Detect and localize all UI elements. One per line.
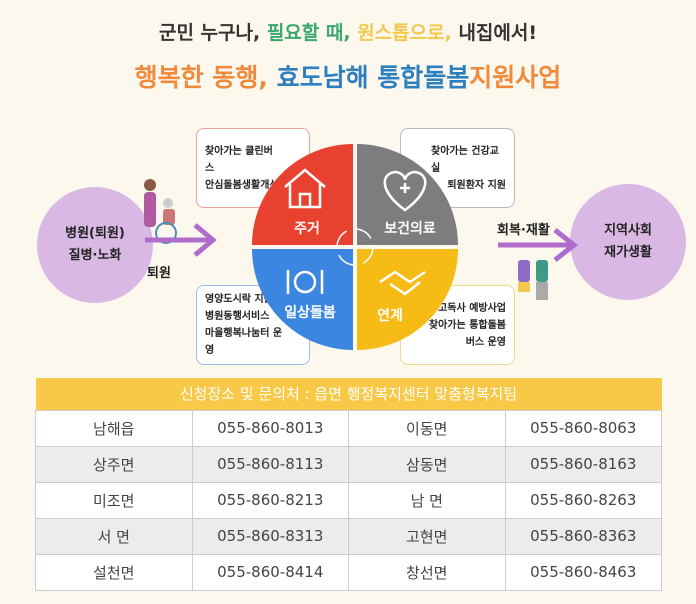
subtitle: 군민 누구나, 필요할 때, 원스톱으로, 내집에서! bbox=[0, 18, 696, 45]
title-part: 지원사업 bbox=[469, 63, 562, 92]
phone-number: 055-860-8163 bbox=[504, 445, 662, 483]
exercising-people-icon bbox=[518, 260, 548, 300]
circle-text: 병원(퇴원) bbox=[65, 226, 125, 241]
subtitle-part: 내집에서! bbox=[458, 22, 538, 44]
phone-number: 055-860-8414 bbox=[191, 553, 349, 591]
district-name: 남 면 bbox=[348, 481, 506, 519]
service-item: 영양도시락 지원 bbox=[205, 294, 273, 305]
district-name: 고현면 bbox=[348, 517, 506, 555]
care-quadrant-chart bbox=[252, 144, 458, 350]
table-row: 서 면 055-860-8313 고현면 055-860-8363 bbox=[35, 517, 662, 555]
community-circle: 지역사회 재가생활 bbox=[570, 184, 686, 300]
table-row: 미조면 055-860-8213 남 면 055-860-8263 bbox=[35, 481, 662, 519]
quadrant-label: 일상돌봄 bbox=[284, 305, 336, 321]
table-row: 설천면 055-860-8414 창선면 055-860-8463 bbox=[35, 553, 662, 591]
arrow-right-icon bbox=[498, 228, 579, 262]
district-name: 미조면 bbox=[35, 481, 193, 519]
service-item: 퇴원환자 지원 bbox=[447, 179, 506, 191]
table-header: 신청장소 및 문의처 : 읍면 행정복지센터 맞춤형복지팀 bbox=[35, 378, 662, 410]
health-quadrant bbox=[357, 144, 458, 245]
service-item: 병원동행서비스 bbox=[205, 311, 270, 322]
subtitle-part: 원스톱으로, bbox=[357, 22, 459, 44]
service-item: 마을행복나눔터 운영 bbox=[205, 328, 283, 356]
house-icon bbox=[284, 168, 326, 209]
page-title: 행복한 동행, 효도남해 통합돌봄지원사업 bbox=[0, 58, 696, 94]
circle-text: 지역사회 bbox=[604, 223, 652, 238]
district-name: 설천면 bbox=[35, 553, 193, 591]
subtitle-part: 필요할 때, bbox=[266, 22, 358, 44]
table-row: 남해읍 055-860-8013 이동면 055-860-8063 bbox=[35, 409, 662, 447]
service-item: 고독사 예방사업 bbox=[438, 302, 506, 314]
district-name: 상주면 bbox=[35, 445, 193, 483]
phone-number: 055-860-8363 bbox=[504, 517, 662, 555]
district-name: 삼동면 bbox=[348, 445, 506, 483]
phone-number: 055-860-8463 bbox=[504, 553, 662, 591]
title-part: 효도남해 통합돌봄 bbox=[276, 63, 470, 92]
district-name: 창선면 bbox=[348, 553, 506, 591]
service-item: 찾아가는 클린버스 bbox=[205, 145, 273, 174]
hospital-circle: 병원(퇴원) 질병·노화 bbox=[37, 187, 153, 303]
district-name: 서 면 bbox=[35, 517, 193, 555]
service-item: 안심돌봄생활개선 bbox=[205, 179, 279, 191]
arrow-right-icon bbox=[145, 223, 217, 257]
service-item: 찾아가는 건강교실 bbox=[431, 145, 499, 174]
quadrant-label: 주거 bbox=[294, 221, 320, 237]
cycle-arrows-icon bbox=[336, 228, 374, 266]
title-part: 행복한 동행, bbox=[134, 63, 277, 92]
phone-number: 055-860-8013 bbox=[191, 409, 349, 447]
quadrant-label: 보건의료 bbox=[384, 221, 436, 237]
caregiver-wheelchair-icon bbox=[144, 179, 177, 244]
table-row: 상주면 055-860-8113 삼동면 055-860-8163 bbox=[35, 445, 662, 483]
daily-care-quadrant bbox=[252, 249, 353, 350]
circle-text: 재가생활 bbox=[604, 245, 652, 260]
phone-number: 055-860-8063 bbox=[504, 409, 662, 447]
phone-number: 055-860-8313 bbox=[191, 517, 349, 555]
recovery-label: 회복·재활 bbox=[497, 223, 550, 238]
contact-table: 신청장소 및 문의처 : 읍면 행정복지센터 맞춤형복지팀 남해읍 055-860… bbox=[35, 378, 662, 591]
discharge-label: 퇴원 bbox=[147, 266, 171, 281]
phone-number: 055-860-8113 bbox=[191, 445, 349, 483]
phone-number: 055-860-8213 bbox=[191, 481, 349, 519]
heart-plus-icon bbox=[383, 170, 427, 212]
linkage-quadrant bbox=[357, 249, 458, 350]
circle-text: 질병·노화 bbox=[68, 248, 122, 263]
district-name: 이동면 bbox=[348, 409, 506, 447]
subtitle-part: 군민 누구나, bbox=[158, 22, 267, 44]
handshake-icon bbox=[379, 270, 426, 296]
service-item: 버스 운영 bbox=[465, 336, 506, 348]
phone-number: 055-860-8263 bbox=[504, 481, 662, 519]
district-name: 남해읍 bbox=[35, 409, 193, 447]
service-item: 찾아가는 통합돌봄 bbox=[428, 319, 506, 331]
quadrant-label: 연계 bbox=[377, 308, 403, 324]
fork-plate-knife-icon bbox=[286, 270, 324, 294]
